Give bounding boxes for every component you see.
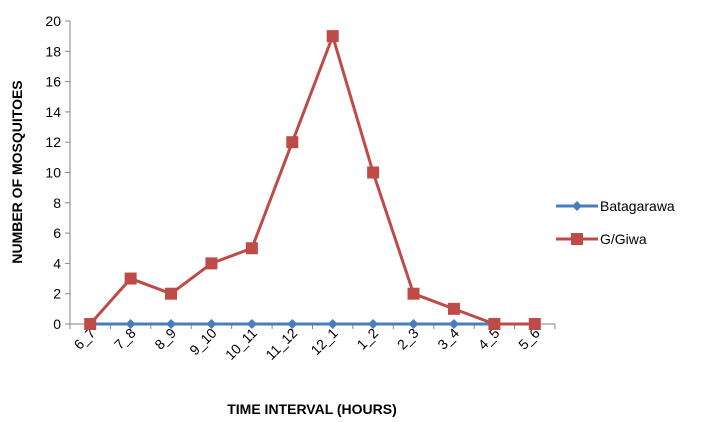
legend-label-batagarawa: Batagarawa [600,198,675,214]
x-tick-label: 8_9 [151,325,179,353]
legend-item-batagarawa: Batagarawa [556,198,675,214]
x-tick-label: 2_3 [394,325,422,353]
data-point-batagarawa [408,319,419,329]
y-tick-label: 4 [53,255,61,271]
data-point-batagarawa [206,319,217,329]
data-point-batagarawa [448,319,459,329]
data-point-batagarawa [287,319,298,329]
data-point-ggiwa [326,30,339,43]
y-tick-label: 6 [53,225,61,241]
legend-marker-ggiwa [571,233,583,245]
x-tick-label: 11_12 [262,325,300,363]
data-point-ggiwa [488,318,501,330]
x-tick-label: 10_11 [222,325,260,363]
data-point-ggiwa [286,136,299,149]
data-point-batagarawa [368,319,379,329]
data-point-ggiwa [84,318,97,330]
legend-marker-batagarawa [572,201,582,211]
x-axis: 6_7 7_8 8_9 9_10 10_11 11_12 12_1 1_2 2_3 3_4 4_5 5… [69,323,556,363]
data-point-ggiwa [165,287,178,300]
y-tick-label: 8 [53,195,61,211]
legend: Batagarawa G/Giwa [556,198,675,247]
x-tick-label: 3_4 [434,325,462,353]
data-point-ggiwa [124,272,137,285]
y-tick-label: 10 [45,165,61,181]
legend-item-ggiwa: G/Giwa [556,231,647,247]
data-point-batagarawa [327,319,338,329]
data-point-ggiwa [407,287,420,300]
y-tick-label: 12 [45,134,61,150]
y-tick-label: 20 [45,13,61,29]
y-tick-label: 0 [53,316,61,332]
y-tick-label: 14 [45,104,61,120]
data-point-ggiwa [245,242,258,255]
y-axis: 0 2 4 6 8 10 12 14 16 18 20 [45,13,71,332]
data-point-ggiwa [528,318,541,330]
data-point-ggiwa [447,302,460,315]
y-tick-label: 16 [45,74,61,90]
data-point-batagarawa [125,319,136,329]
y-tick-label: 2 [53,286,61,302]
y-tick-label: 18 [45,43,61,59]
series-line-ggiwa [89,34,535,326]
data-point-ggiwa [205,257,218,270]
data-point-batagarawa [166,319,177,329]
y-axis-title: NUMBER OF MOSQUITOES [9,80,25,263]
x-tick-label: 9_10 [186,325,219,358]
data-point-batagarawa [246,319,257,329]
data-point-ggiwa [367,166,380,179]
series-layer [84,30,541,330]
legend-label-ggiwa: G/Giwa [600,231,647,247]
x-axis-title: TIME INTERVAL (HOURS) [227,401,397,417]
x-tick-label: 12_1 [307,325,340,358]
x-tick-label: 7_8 [111,325,139,353]
x-tick-label: 1_2 [353,325,381,353]
